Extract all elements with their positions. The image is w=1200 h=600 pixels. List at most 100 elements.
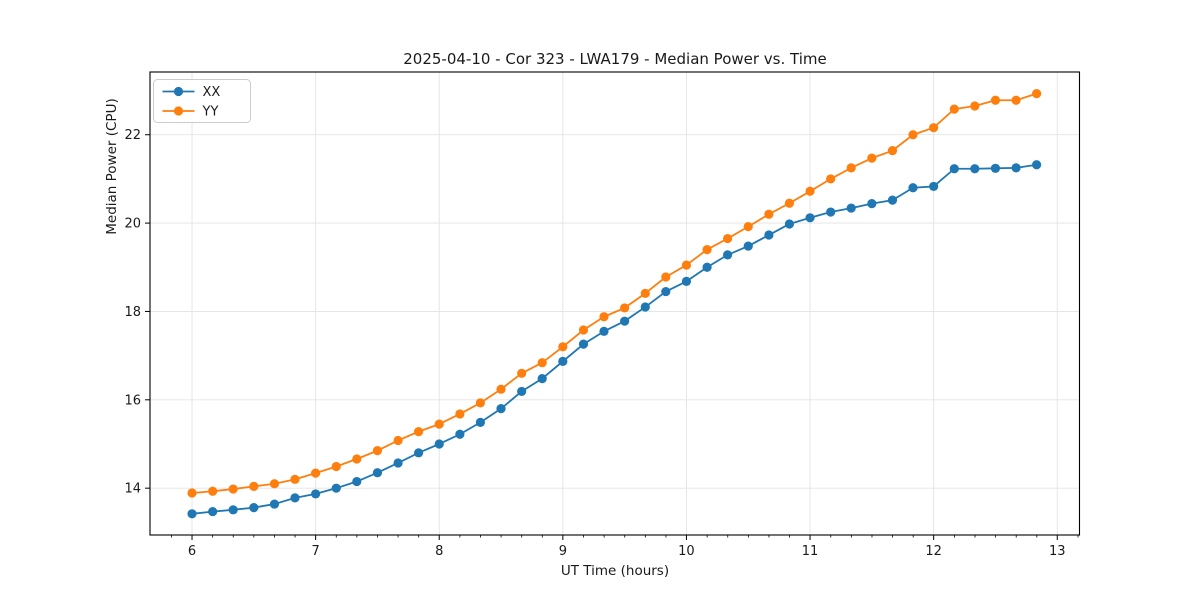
series-YY-marker — [496, 384, 506, 394]
series-XX-marker — [887, 195, 898, 205]
axes-spines — [149, 71, 1081, 536]
series-XX-marker — [990, 163, 1001, 173]
series-XX-marker — [537, 374, 547, 384]
series-YY-marker — [311, 468, 321, 478]
series-YY-marker — [290, 474, 300, 484]
series-XX-marker — [1011, 163, 1021, 173]
series-XX-marker — [867, 199, 877, 209]
series-XX-marker — [743, 241, 753, 251]
y-tick-label: 16 — [124, 393, 141, 408]
series-YY-marker — [640, 288, 650, 298]
series-YY-marker — [661, 272, 671, 282]
series-XX-marker — [599, 326, 609, 336]
series-YY-marker — [331, 461, 341, 472]
series-XX-marker — [949, 164, 959, 174]
series-XX-marker — [578, 339, 589, 349]
series-XX-marker — [784, 219, 795, 229]
series-YY-marker — [826, 174, 836, 184]
series-YY-marker — [413, 427, 424, 437]
series-XX-marker — [558, 356, 568, 366]
series-YY-marker — [990, 95, 1001, 105]
series-YY-marker — [517, 368, 527, 378]
series-YY-marker — [949, 104, 959, 114]
series-XX-marker — [208, 506, 218, 517]
series-YY-marker — [599, 312, 609, 322]
chart-title: 2025-04-10 - Cor 323 - LWA179 - Median P… — [403, 50, 827, 68]
series-YY-marker — [537, 358, 547, 368]
series-XX-line — [191, 163, 1037, 515]
series-YY-marker — [681, 260, 692, 270]
series-YY-marker — [352, 454, 362, 464]
series-XX-marker — [702, 262, 712, 272]
gridlines — [150, 72, 1080, 535]
series-XX-marker — [475, 417, 485, 427]
series-XX-marker — [517, 386, 527, 397]
series-YY-marker — [867, 153, 877, 163]
series-XX-marker — [269, 499, 280, 509]
series-XX-marker — [455, 429, 465, 439]
series-XX-marker — [764, 230, 774, 240]
x-tick-label: 13 — [1049, 544, 1066, 559]
series-XX-marker — [640, 302, 650, 312]
axis-ticks: 6 7 8 9 10 11 12 13 14 16 18 20 22 — [124, 128, 1079, 559]
series-YY-marker — [249, 481, 259, 492]
series-XX-marker — [970, 164, 980, 174]
y-tick-label: 14 — [124, 482, 141, 497]
series-YY-marker — [558, 342, 568, 352]
series-YY-marker — [908, 130, 918, 140]
series-XX-marker — [496, 404, 506, 414]
series-XX-marker — [290, 493, 300, 503]
series-YY-marker — [846, 163, 856, 173]
series-YY-marker — [743, 222, 753, 232]
series-XX-marker — [620, 316, 630, 326]
series-YY-marker — [784, 198, 795, 208]
series-XX-marker — [311, 489, 321, 499]
series-YY-marker — [455, 409, 465, 419]
series-XX-marker — [826, 207, 836, 217]
series-YY-marker — [723, 233, 733, 244]
series-YY — [187, 89, 1042, 498]
series-YY-marker — [228, 484, 238, 494]
legend-marker-sample — [173, 106, 184, 116]
series-YY-marker — [702, 245, 712, 255]
series-YY-marker — [475, 398, 485, 408]
series-YY-marker — [269, 479, 280, 489]
x-tick-label: 8 — [435, 544, 443, 559]
series-XX-marker — [393, 458, 403, 468]
series-YY-marker — [208, 486, 218, 496]
series-XX-marker — [434, 439, 444, 449]
y-tick-label: 18 — [124, 305, 141, 320]
series-XX-marker — [372, 468, 383, 478]
series-YY-marker — [393, 435, 403, 446]
series-XX-marker — [187, 509, 197, 519]
series-YY-marker — [970, 101, 980, 111]
series-YY-marker — [805, 186, 815, 196]
x-tick-label: 9 — [559, 544, 567, 559]
series-YY-marker — [620, 303, 630, 313]
x-tick-label: 7 — [311, 544, 319, 559]
legend-marker-sample — [173, 86, 184, 97]
y-tick-label: 20 — [124, 217, 141, 232]
series-YY-marker — [1011, 95, 1021, 105]
series-YY-marker — [578, 325, 589, 335]
series-XX — [187, 160, 1042, 519]
legend-label: YY — [202, 105, 219, 120]
series-XX-marker — [723, 250, 733, 260]
series-XX-marker — [249, 503, 259, 513]
series-XX-marker — [1032, 160, 1042, 170]
series-YY-line — [191, 92, 1037, 494]
legend-label: XX — [203, 85, 221, 100]
legend: XX YY — [153, 79, 251, 123]
x-tick-label: 6 — [188, 544, 196, 559]
series-YY-marker — [434, 419, 444, 429]
series-XX-marker — [805, 213, 815, 223]
series-XX-marker — [352, 476, 362, 487]
series-XX-marker — [908, 183, 918, 193]
x-axis-label: UT Time (hours) — [560, 563, 670, 579]
x-tick-label: 12 — [925, 544, 942, 559]
series-YY-marker — [887, 146, 898, 156]
series-XX-marker — [331, 483, 341, 493]
series-XX-marker — [929, 181, 939, 192]
